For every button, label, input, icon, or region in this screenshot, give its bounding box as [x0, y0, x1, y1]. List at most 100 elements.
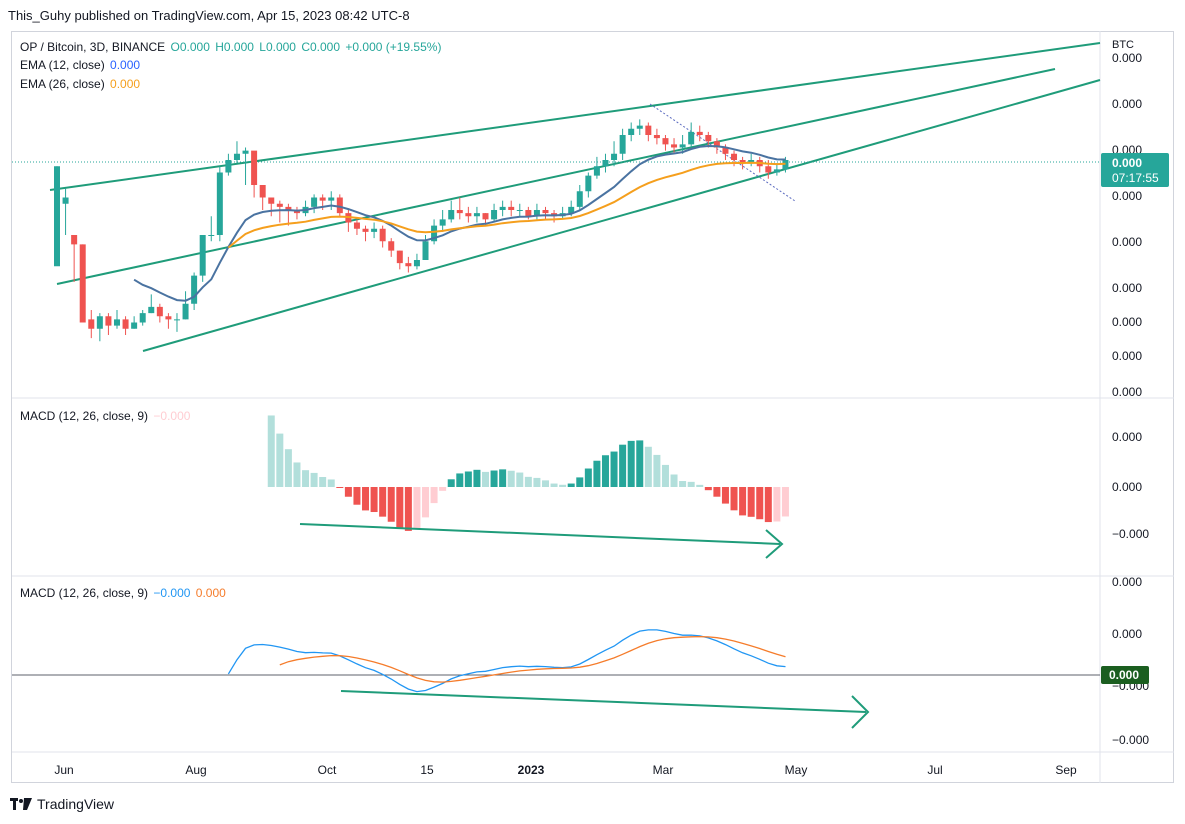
time-axis-label: Sep — [1055, 763, 1077, 777]
candle-body — [405, 263, 412, 267]
candle-body — [148, 306, 155, 314]
candle — [113, 310, 120, 329]
candle — [593, 156, 600, 179]
chart-frame — [11, 31, 1174, 783]
candle-body — [388, 241, 395, 251]
candle — [448, 200, 455, 223]
ema12-line — [133, 144, 786, 302]
time-axis-label: 2023 — [518, 763, 545, 777]
candle-body — [242, 150, 249, 154]
time-axis-label: Oct — [318, 763, 337, 777]
candle — [533, 203, 540, 220]
candle-body — [568, 206, 575, 214]
candle-body — [611, 153, 618, 160]
macd-histogram-bar — [550, 483, 558, 487]
macd-line-label: MACD (12, 26, close, 9) — [20, 586, 149, 600]
histogram-axis-label: 0.000 — [1112, 430, 1142, 444]
price-pane — [12, 42, 1101, 352]
macd-histogram-bar — [413, 487, 421, 529]
macd-histogram-pane — [267, 415, 789, 559]
macd-histogram-bar — [627, 440, 635, 487]
candle — [473, 206, 480, 223]
macd-histogram-bar — [721, 487, 729, 504]
candle-body — [259, 185, 266, 198]
candle-body — [139, 313, 146, 323]
publish-header: This_Guhy published on TradingView.com, … — [8, 8, 410, 23]
candle-body — [636, 125, 643, 129]
candle-body — [113, 319, 120, 326]
price-axis-label: 0.000 — [1112, 315, 1142, 329]
macd-histogram-bar — [593, 460, 601, 487]
candle-body — [713, 141, 720, 148]
time-axis-label: May — [785, 763, 808, 777]
candle — [662, 135, 669, 151]
macd-histogram-bar — [773, 487, 781, 522]
candle-body — [199, 235, 206, 276]
currency-label: BTC — [1112, 39, 1134, 51]
macd-histogram-bar — [319, 477, 327, 487]
candle-body — [276, 203, 283, 207]
macd-histogram-bar — [396, 487, 404, 528]
candle — [576, 185, 583, 210]
candle-body — [465, 213, 472, 217]
candle-body — [722, 147, 729, 154]
countdown-value: 07:17:55 — [1112, 171, 1159, 185]
close-value: C0.000 — [301, 40, 341, 54]
histogram-arrow-head — [765, 529, 784, 559]
macd-histogram-bar — [601, 455, 609, 487]
macd-histogram-bar — [567, 483, 575, 487]
candle — [773, 163, 780, 176]
candle-body — [88, 319, 95, 329]
signal-line — [279, 635, 786, 683]
ema26-value: 0.000 — [110, 77, 141, 91]
footer[interactable]: TradingView — [10, 796, 114, 812]
candle — [302, 200, 309, 217]
macd-histogram-bar — [370, 487, 378, 513]
candle — [122, 316, 129, 335]
candle — [311, 194, 318, 214]
macd-histogram-bar — [507, 470, 515, 487]
candle — [559, 206, 566, 220]
ema26-legend: EMA (26, close) 0.000 — [20, 77, 142, 91]
macd-histogram-bar — [344, 487, 352, 497]
candle-body — [645, 125, 652, 135]
macd-histogram-bar — [267, 415, 275, 487]
macd-histogram-bar — [670, 474, 678, 487]
macd-histogram-bar — [404, 487, 412, 531]
macd-histogram-bar — [387, 487, 395, 522]
macd-arrow-head — [851, 695, 870, 729]
candle-body — [619, 135, 626, 154]
candle-body — [336, 197, 343, 214]
candle-body — [422, 241, 429, 260]
macd-axis-label: −0.000 — [1112, 733, 1149, 747]
macd-histogram-bar — [576, 477, 584, 487]
candle — [345, 210, 352, 232]
price-axis-label: 0.000 — [1112, 235, 1142, 249]
high-value: H0.000 — [215, 40, 254, 54]
ema12-legend: EMA (12, close) 0.000 — [20, 58, 142, 72]
macd-histogram-bar — [739, 487, 747, 516]
candle-body — [439, 219, 446, 226]
candle — [636, 119, 643, 135]
candle-body — [285, 206, 292, 210]
candle — [105, 313, 112, 335]
last-price-tag — [1101, 153, 1169, 187]
macd-histogram-bar — [499, 469, 507, 487]
zero-tag-value: 0.000 — [1109, 668, 1139, 682]
macd-hist-legend: MACD (12, 26, close, 9) −0.000 — [20, 409, 192, 423]
macd-histogram-bar — [456, 473, 464, 487]
dotted-downtrend-line — [649, 103, 796, 202]
candle — [96, 313, 103, 342]
candle-body — [628, 128, 635, 135]
macd-histogram-bar — [482, 471, 489, 487]
candle-body — [593, 166, 600, 176]
candle — [208, 216, 215, 242]
macd-histogram-bar — [464, 471, 472, 487]
macd-histogram-bar — [704, 487, 712, 491]
candle — [628, 122, 635, 142]
macd-histogram-bar — [781, 487, 789, 517]
candle-body — [585, 175, 592, 192]
candle — [499, 200, 506, 217]
candle-body — [482, 213, 489, 220]
